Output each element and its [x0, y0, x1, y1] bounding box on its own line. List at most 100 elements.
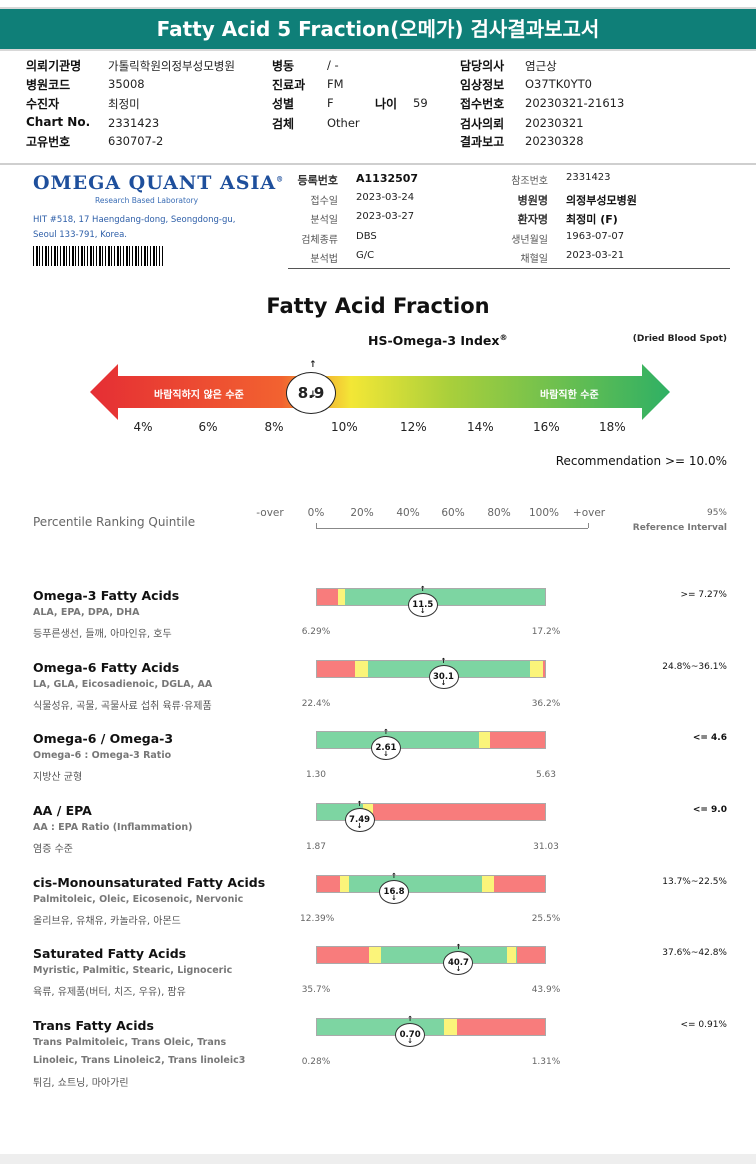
- arrow-up-icon: ↑: [440, 657, 447, 665]
- index-tick-5: 14%: [467, 420, 494, 434]
- bar-segment-yellow: [507, 947, 517, 963]
- info-left-value-1: 2023-03-24: [356, 192, 415, 203]
- range-min: 35.7%: [301, 985, 331, 995]
- scale-label-0: -over: [256, 507, 284, 519]
- section-food-sources: 튀김, 쇼트닝, 마아가린: [33, 1078, 129, 1089]
- lab-address-line1: HIT #518, 17 Haengdang-dong, Seongdong-g…: [33, 215, 236, 225]
- info-right-label-1: 병원명: [517, 194, 548, 207]
- result-value: ↑ 0.70 ↓: [395, 1015, 426, 1047]
- range-min: 0.28%: [301, 1057, 331, 1067]
- age-value: 59: [413, 96, 428, 110]
- col2-value-3: Other: [327, 116, 360, 130]
- bar-segment-red: [516, 947, 545, 963]
- index-tick-3: 10%: [331, 420, 358, 434]
- undesirable-level-label: 바람직하지 않은 수준: [154, 390, 244, 401]
- section-title: Omega-3 Fatty Acids: [33, 588, 180, 603]
- bar-segment-yellow: [478, 732, 491, 748]
- arrow-up-icon: ↑: [356, 800, 363, 808]
- result-value-text: 0.70: [399, 1030, 421, 1040]
- result-value: ↑ 2.61 ↓: [371, 728, 401, 760]
- bar-segment-red: [317, 947, 370, 963]
- range-min: 6.29%: [301, 627, 331, 637]
- info-left-value-2: 2023-03-27: [356, 211, 415, 222]
- range-max: 31.03: [533, 842, 559, 852]
- percentile-bar: [316, 946, 546, 964]
- info-left-value-3: DBS: [356, 231, 377, 242]
- col1-label-1: 병원코드: [26, 78, 71, 92]
- result-value: ↑ 30.1 ↓: [428, 657, 459, 689]
- info-right-value-3: 1963-07-07: [566, 231, 625, 242]
- range-max: 43.9%: [531, 985, 561, 995]
- section-food-sources: 올리브유, 유채유, 카놀라유, 아몬드: [33, 916, 181, 927]
- col2-value-0: / -: [327, 58, 339, 72]
- bar-segment-red: [372, 804, 545, 820]
- section-title: Trans Fatty Acids: [33, 1018, 154, 1033]
- info-left-label-2: 분석일: [310, 215, 338, 226]
- section-food-sources: 등푸른생선, 들깨, 아마인유, 호두: [33, 629, 172, 640]
- result-value-text: 2.61: [375, 743, 397, 753]
- bar-segment-yellow: [482, 876, 494, 892]
- index-tick-7: 18%: [599, 420, 626, 434]
- result-value-text: 7.49: [349, 815, 371, 825]
- percentile-bar: [316, 875, 546, 893]
- col3-label-4: 결과보고: [460, 135, 505, 149]
- reference-interval-label: Reference Interval: [632, 523, 727, 533]
- info-right-label-2: 환자명: [517, 213, 548, 226]
- header-divider: [0, 163, 756, 165]
- index-tick-1: 6%: [198, 420, 218, 434]
- info-left-label-1: 접수일: [310, 196, 338, 207]
- scale-tick-left: [316, 523, 317, 528]
- scale-label-4: 60%: [441, 507, 465, 519]
- col2-label-0: 병동: [272, 59, 295, 73]
- footer-band: [0, 1154, 756, 1164]
- bar-segment-red: [457, 1019, 545, 1035]
- result-value-text: 16.8: [383, 887, 405, 897]
- range-min: 1.87: [305, 842, 327, 852]
- col3-value-4: 20230328: [525, 134, 584, 148]
- age-label: 나이: [375, 97, 398, 111]
- percentile-scale-line: [316, 528, 588, 529]
- percentile-ranking-label: Percentile Ranking Quintile: [33, 515, 196, 529]
- info-left-label-4: 분석법: [310, 254, 338, 265]
- desirable-level-label: 바람직한 수준: [540, 390, 599, 401]
- info-left-label-3: 검체종류: [301, 235, 338, 246]
- info-right-value-1: 의정부성모병원: [566, 194, 637, 207]
- scale-label-3: 40%: [396, 507, 420, 519]
- arrow-down-icon: ↓: [407, 1037, 414, 1045]
- arrow-up-icon: ↑: [455, 943, 462, 951]
- range-max: 17.2%: [531, 627, 561, 637]
- arrow-down-icon: ↓: [356, 822, 363, 830]
- section-title: cis-Monounsaturated Fatty Acids: [33, 875, 266, 890]
- result-value: ↑ 7.49 ↓: [344, 800, 375, 832]
- info-divider: [288, 268, 730, 269]
- fatty-acid-fraction-title: Fatty Acid Fraction: [266, 294, 490, 318]
- col1-label-0: 의뢰기관명: [26, 59, 82, 73]
- col3-label-3: 검사의뢰: [460, 117, 505, 131]
- col1-value-1: 35008: [108, 77, 145, 91]
- bar-segment-red: [493, 876, 545, 892]
- arrow-down-icon: ↓: [440, 679, 447, 687]
- bar-segment-yellow: [337, 589, 346, 605]
- result-value-text: 30.1: [433, 672, 454, 682]
- col3-value-0: 염근상: [525, 59, 557, 73]
- scale-label-1: 0%: [307, 507, 325, 519]
- arrow-up-icon: ↑: [419, 585, 426, 593]
- arrow-down-icon: ↓: [455, 965, 462, 973]
- col3-label-0: 담당의사: [460, 59, 505, 73]
- scale-label-5: 80%: [487, 507, 511, 519]
- arrow-up-icon: ↑: [391, 872, 397, 880]
- bar-segment-green: [380, 947, 508, 963]
- section-title: Omega-6 / Omega-3: [33, 731, 174, 746]
- section-title: Saturated Fatty Acids: [33, 946, 187, 961]
- col1-value-3: 2331423: [108, 116, 160, 130]
- info-right-label-0: 참조번호: [511, 176, 548, 187]
- barcode: [33, 246, 163, 266]
- section-food-sources: 육류, 유제품(버터, 치즈, 우유), 팜유: [33, 987, 186, 998]
- index-tick-2: 8%: [264, 420, 284, 434]
- bar-segment-yellow: [530, 661, 543, 677]
- info-right-label-3: 생년월일: [511, 235, 548, 246]
- omega3-index-arrow: [90, 364, 670, 420]
- dried-blood-spot-label: (Dried Blood Spot): [632, 334, 727, 344]
- report-title: Fatty Acid 5 Fraction(오메가) 검사결과보고서: [0, 7, 756, 51]
- bar-segment-yellow: [369, 947, 381, 963]
